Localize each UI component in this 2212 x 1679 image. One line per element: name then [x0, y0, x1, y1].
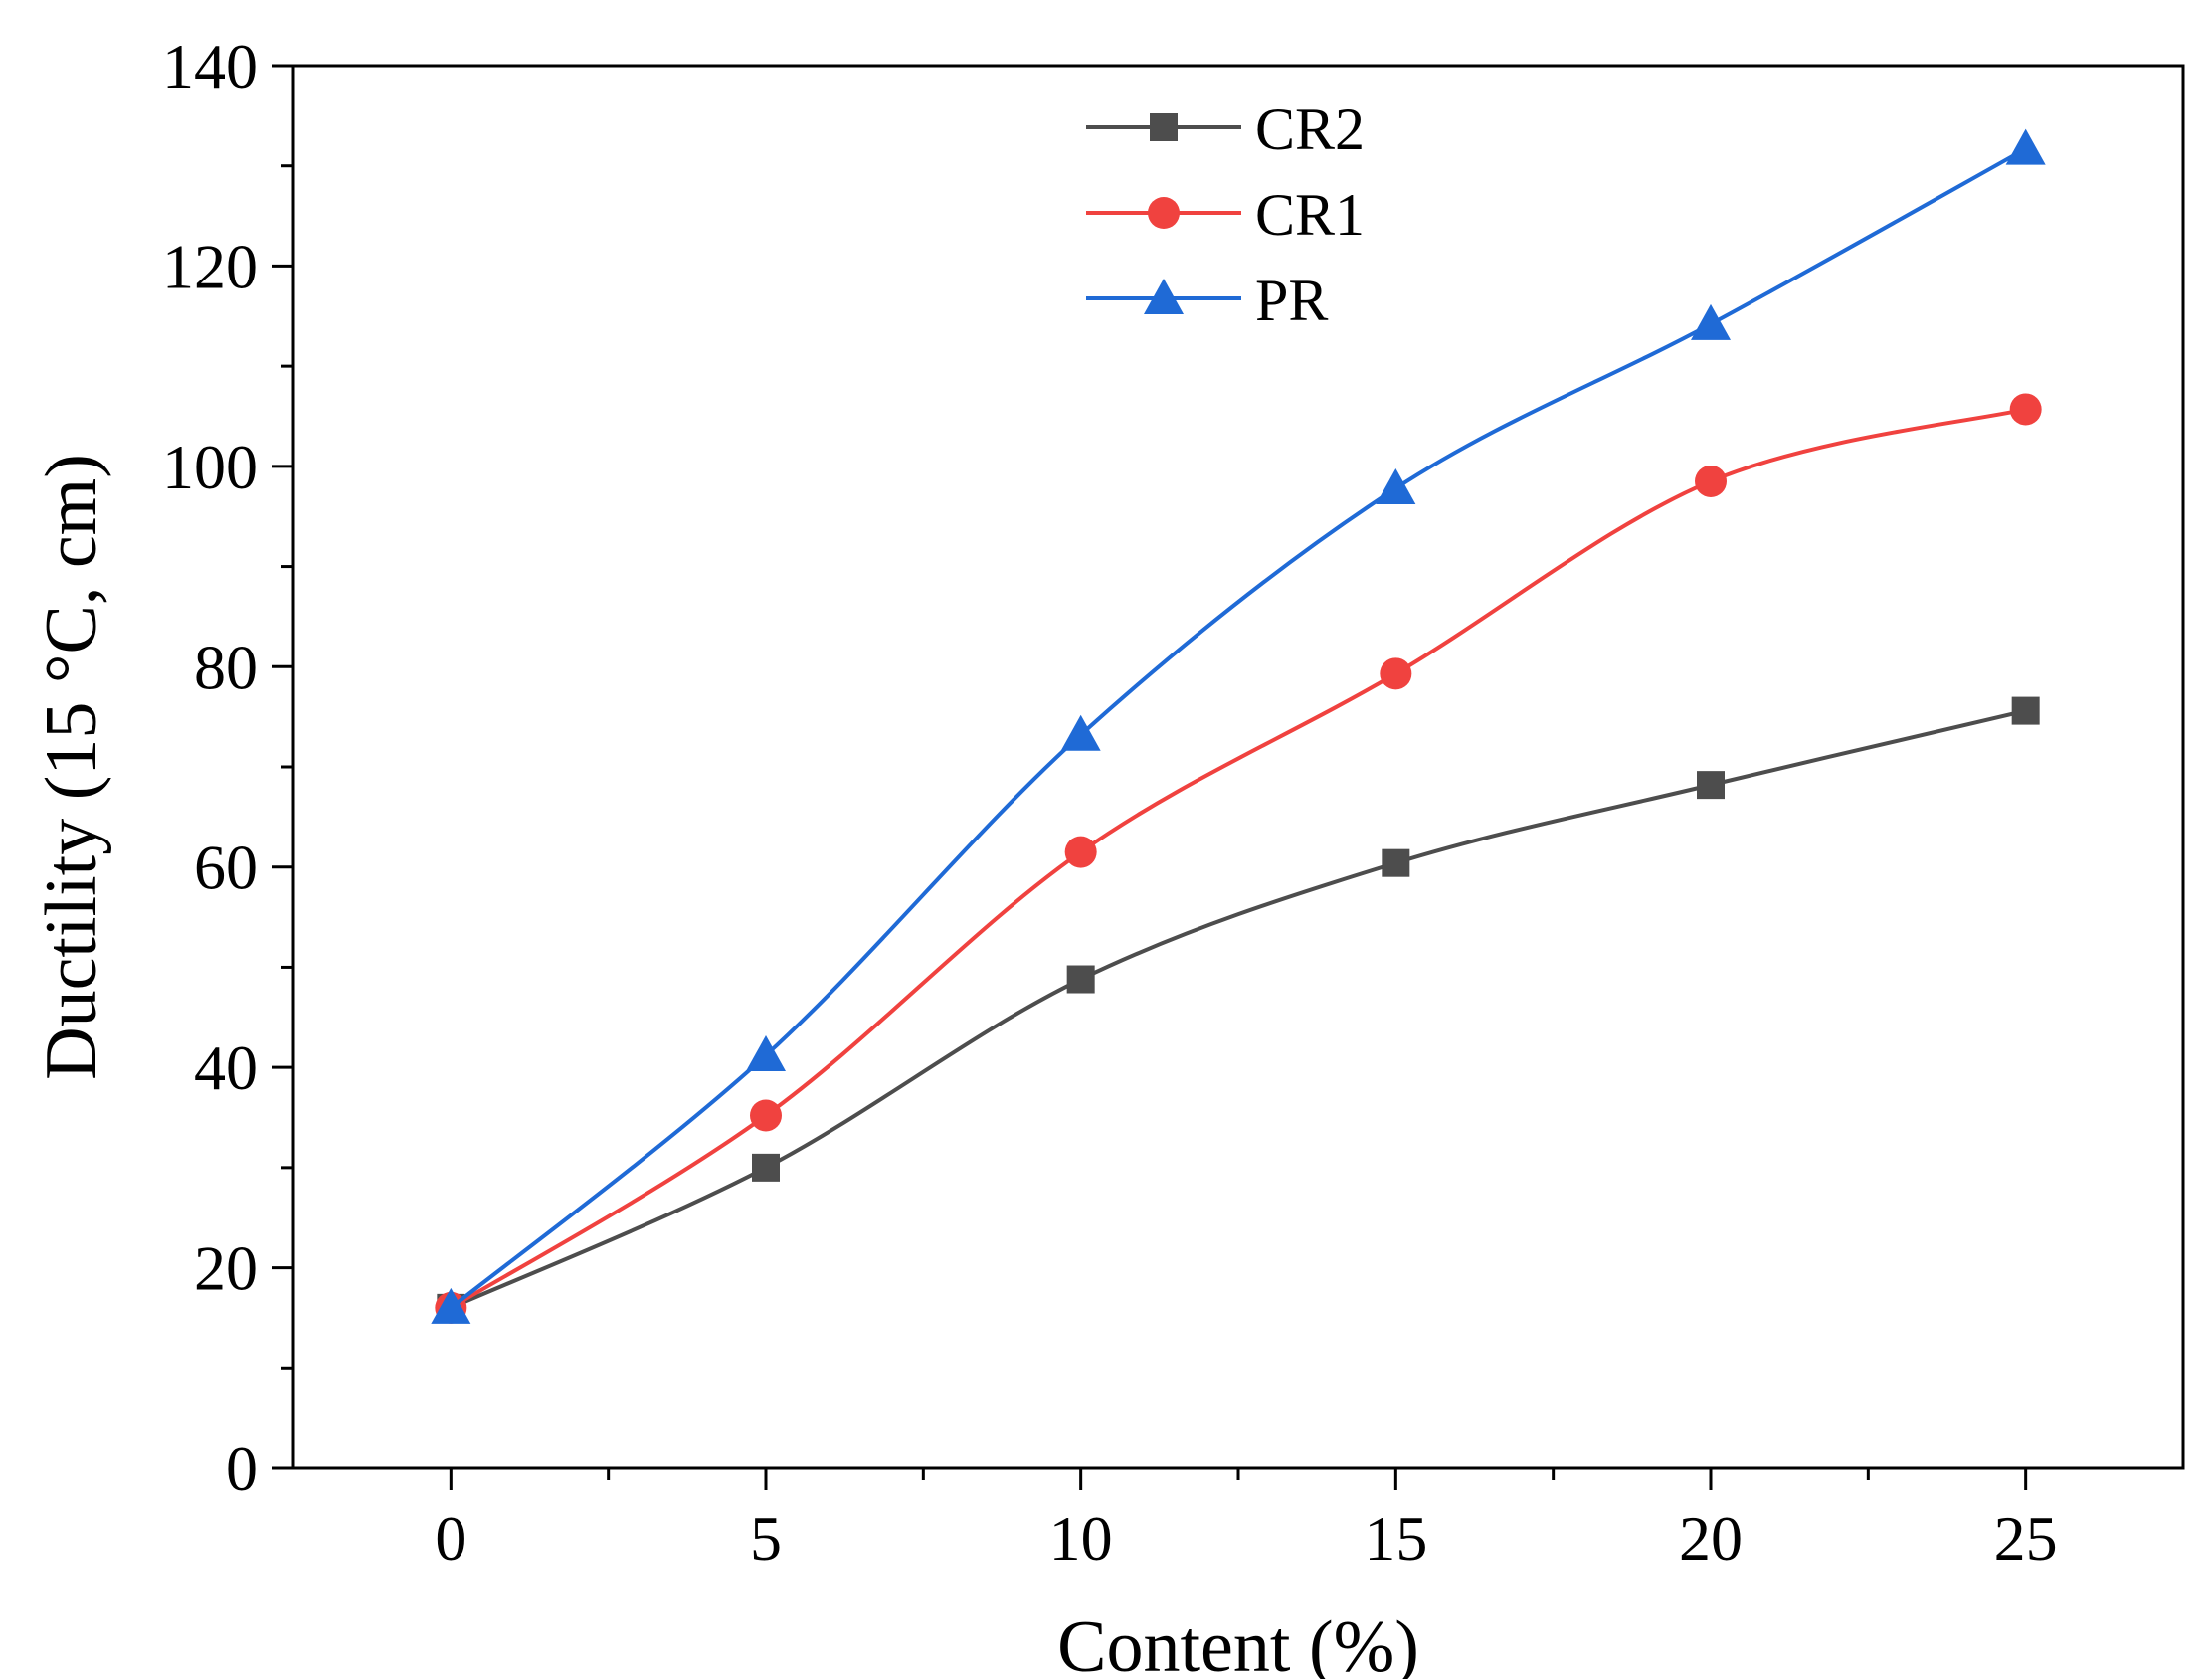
series-cr2	[437, 696, 2040, 1322]
y-tick-label: 80	[194, 632, 258, 702]
data-point-pr	[2005, 128, 2046, 165]
legend-label-cr2: CR2	[1255, 96, 1365, 162]
x-tick-label: 15	[1364, 1503, 1427, 1574]
data-point-pr	[1060, 714, 1101, 751]
y-axis: 0 20 40 60 80 100 120 140	[162, 31, 293, 1504]
data-point-cr2	[1697, 771, 1725, 800]
series-cr1	[435, 393, 2042, 1324]
y-tick-label: 60	[194, 833, 258, 903]
legend-label-pr: PR	[1255, 268, 1328, 333]
x-tick-label: 25	[1994, 1503, 2058, 1574]
data-point-cr2	[2011, 696, 2040, 725]
data-point-cr1	[1064, 836, 1097, 868]
series-pr	[431, 128, 2046, 1324]
y-tick-label: 20	[194, 1233, 258, 1304]
y-axis-title: Ductility (15 °C, cm)	[31, 454, 112, 1080]
y-tick-label: 100	[162, 432, 258, 502]
legend-item-cr2: CR2	[1086, 96, 1365, 162]
legend-label-cr1: CR1	[1255, 182, 1365, 248]
data-point-pr	[1691, 303, 1731, 340]
y-tick-label: 120	[162, 231, 258, 301]
data-point-cr1	[750, 1099, 782, 1132]
data-point-pr	[1376, 468, 1416, 505]
data-point-cr2	[1066, 965, 1095, 994]
series-layer	[431, 128, 2046, 1324]
x-tick-label: 5	[750, 1503, 782, 1574]
data-point-pr	[431, 1287, 471, 1324]
x-tick-label: 10	[1049, 1503, 1113, 1574]
y-tick-label: 40	[194, 1032, 258, 1103]
y-tick-label: 140	[162, 31, 258, 101]
legend-marker-pr	[1144, 279, 1184, 314]
data-point-cr2	[752, 1153, 780, 1182]
data-point-cr2	[1382, 848, 1410, 877]
data-point-cr1	[1695, 465, 1727, 497]
y-tick-label: 0	[226, 1433, 258, 1504]
data-point-cr1	[2009, 393, 2042, 426]
series-line-cr2	[450, 708, 2027, 1310]
legend-item-cr1: CR1	[1086, 182, 1365, 248]
legend-marker-cr1	[1148, 197, 1180, 229]
data-point-pr	[746, 1035, 786, 1072]
series-line-cr1	[450, 407, 2027, 1310]
x-axis-title: Content (%)	[1057, 1606, 1419, 1679]
x-axis: 0 5 10 15 20 25	[435, 1468, 2058, 1574]
data-point-cr1	[1380, 657, 1412, 690]
plot-frame	[291, 64, 2185, 1470]
legend-marker-cr2	[1150, 113, 1178, 141]
legend-item-pr: PR	[1086, 268, 1328, 333]
x-tick-label: 20	[1679, 1503, 1743, 1574]
x-tick-label: 0	[435, 1503, 466, 1574]
series-line-pr	[450, 146, 2027, 1310]
legend: CR2 CR1 PR	[1086, 96, 1365, 333]
